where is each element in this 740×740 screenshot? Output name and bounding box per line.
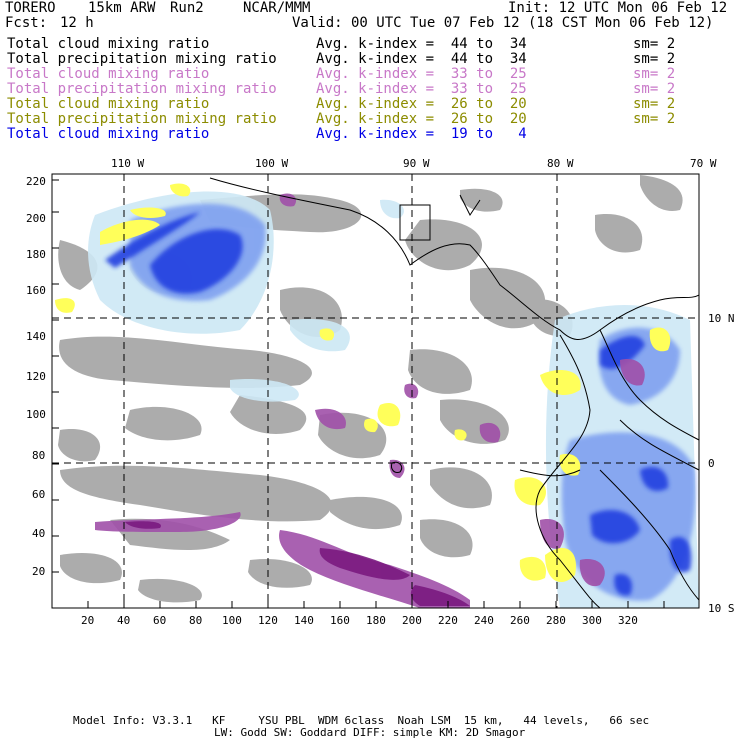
legend-sm: sm= 2 (633, 66, 676, 82)
legend-field: Total precipitation mixing ratio (7, 111, 277, 127)
cloud-yellow-layer (55, 183, 671, 583)
x-tick-label: 160 (330, 614, 350, 627)
y-tick-label: 60 (32, 488, 46, 501)
lat-lon-grid (52, 174, 699, 608)
valid-time: Valid: 00 UTC Tue 07 Feb 12 (18 CST Mon … (292, 15, 714, 31)
lon-label: 90 W (403, 157, 430, 170)
legend-field: Total precipitation mixing ratio (7, 81, 277, 97)
y-tick-label: 200 (26, 212, 46, 225)
legend-field: Total cloud mixing ratio (7, 66, 210, 82)
physics-info-line: LW: Godd SW: Goddard DIFF: simple KM: 2D… (214, 726, 526, 739)
x-tick-label: 120 (258, 614, 278, 627)
y-tick-label: 120 (26, 370, 46, 383)
lat-label: 0 (708, 457, 715, 470)
cloud-blue-layer (105, 212, 692, 596)
coastlines (209, 177, 699, 608)
x-tick-label: 180 (366, 614, 386, 627)
init-time: Init: 12 UTC Mon 06 Feb 12 (508, 0, 728, 16)
model-name: TORERO (5, 0, 56, 16)
y-tick-label: 20 (32, 565, 46, 578)
legend-sm: sm= 2 (633, 81, 676, 97)
y-tick-label: 140 (26, 330, 46, 343)
cloud-darkpurple-layer (125, 521, 470, 606)
lon-label: 100 W (255, 157, 289, 170)
y-tick-label: 80 (32, 449, 46, 462)
y-tick-label: 40 (32, 527, 46, 540)
lon-label: 80 W (547, 157, 574, 170)
legend-range: Avg. k-index = 33 to 25 (316, 81, 527, 97)
x-tick-label: 300 (582, 614, 602, 627)
model-info-line: Model Info: V3.3.1 KF YSU PBL WDM 6class… (73, 714, 650, 727)
x-tick-label: 260 (510, 614, 530, 627)
x-tick-label: 200 (402, 614, 422, 627)
y-tick-label: 220 (26, 175, 46, 188)
legend-range: Avg. k-index = 44 to 34 (316, 51, 527, 67)
legend-sm: sm= 2 (633, 111, 676, 127)
x-tick-label: 20 (81, 614, 95, 627)
x-tick-label: 100 (222, 614, 242, 627)
x-tick-label: 240 (474, 614, 494, 627)
legend-sm: sm= 2 (633, 36, 676, 52)
lat-label: 10 S (708, 602, 735, 615)
legend-field: Total cloud mixing ratio (7, 126, 210, 142)
legend-range: Avg. k-index = 44 to 34 (316, 36, 527, 52)
y-tick-label: 100 (26, 408, 46, 421)
model-run: Run2 (170, 0, 204, 16)
x-tick-label: 220 (438, 614, 458, 627)
legend-sm: sm= 2 (633, 96, 676, 112)
x-tick-label: 40 (117, 614, 131, 627)
forecast-hours: 12 h (60, 15, 94, 31)
y-tick-label: 160 (26, 284, 46, 297)
legend-range: Avg. k-index = 19 to 4 (316, 126, 527, 142)
model-resolution: 15km ARW (88, 0, 156, 16)
lon-label: 70 W (690, 157, 717, 170)
lon-label: 110 W (111, 157, 145, 170)
model-org: NCAR/MMM (243, 0, 311, 16)
x-tick-label: 140 (294, 614, 314, 627)
y-tick-label: 180 (26, 248, 46, 261)
legend-range: Avg. k-index = 33 to 25 (316, 66, 527, 82)
legend-field: Total cloud mixing ratio (7, 96, 210, 112)
x-tick-label: 60 (153, 614, 167, 627)
x-tick-label: 80 (189, 614, 203, 627)
legend-field: Total precipitation mixing ratio (7, 51, 277, 67)
forecast-label: Fcst: (5, 15, 48, 31)
x-tick-label: 280 (546, 614, 566, 627)
x-tick-label: 320 (618, 614, 638, 627)
lat-label: 10 N (708, 312, 735, 325)
tick-marks (52, 179, 665, 608)
legend-range: Avg. k-index = 26 to 20 (316, 96, 527, 112)
legend-sm: sm= 2 (633, 51, 676, 67)
legend-range: Avg. k-index = 26 to 20 (316, 111, 527, 127)
legend-field: Total cloud mixing ratio (7, 36, 210, 52)
